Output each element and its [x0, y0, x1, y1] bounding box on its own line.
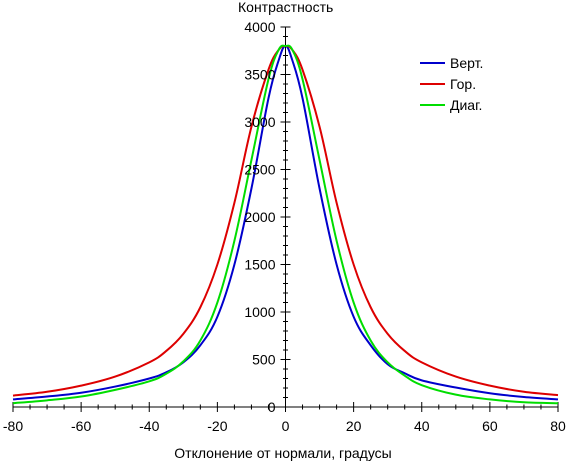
x-tick-label: 80	[550, 418, 566, 434]
y-tick-label: 4000	[244, 19, 275, 35]
x-tick-label: -80	[3, 418, 23, 434]
y-tick-label: 1500	[244, 257, 275, 273]
x-tick-label: -60	[71, 418, 91, 434]
y-axis-title: Контрастность	[238, 0, 333, 15]
x-tick-label: 40	[414, 418, 430, 434]
y-tick-label: 0	[268, 399, 276, 415]
y-tick-label: 3500	[244, 67, 275, 83]
x-tick-label: 20	[346, 418, 362, 434]
y-tick-label: 1000	[244, 304, 275, 320]
x-tick-label: -20	[207, 418, 227, 434]
legend-label: Гор.	[450, 76, 476, 92]
y-tick-label: 2000	[244, 209, 275, 225]
y-tick-label: 3000	[244, 114, 275, 130]
axes	[12, 26, 559, 412]
tick-labels: 0 500 1000 1500 2000 2500 3000 3500 4000 -80 -60 -4…	[3, 19, 566, 434]
series-layer	[12, 44, 559, 405]
legend-label: Диаг.	[450, 97, 482, 113]
x-tick-label: 0	[282, 418, 290, 434]
y-tick-label: 2500	[244, 162, 275, 178]
legend: Верт. Гор. Диаг.	[420, 55, 483, 113]
x-tick-label: -40	[139, 418, 159, 434]
x-axis-title: Отклонение от нормали, градусы	[174, 445, 391, 461]
y-tick-label: 500	[252, 352, 276, 368]
series-line-3	[12, 44, 559, 405]
legend-label: Верт.	[450, 55, 483, 71]
x-tick-label: 60	[482, 418, 498, 434]
